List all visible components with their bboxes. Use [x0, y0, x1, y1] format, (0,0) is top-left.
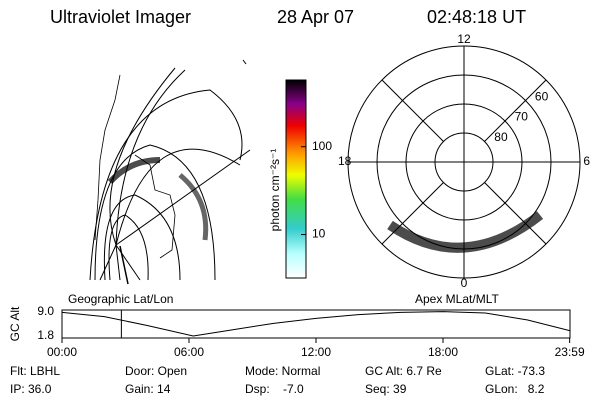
polar-spoke [381, 182, 444, 245]
info-field: Dsp: -7.0 [245, 382, 304, 396]
polar-ring-label: 60 [535, 89, 549, 103]
time: 02:48:18 UT [427, 7, 526, 27]
info-field: IP: 36.0 [10, 382, 52, 396]
polar-hour-label: 0 [461, 276, 468, 290]
polar-spoke [484, 182, 547, 245]
polar-ring-label: 80 [494, 130, 508, 144]
altitude-xtick-label: 18:00 [428, 345, 458, 359]
polar-hour-label: 18 [338, 154, 352, 168]
info-field: Flt: LBHL [10, 364, 60, 378]
map-label: Geographic Lat/Lon [68, 292, 173, 306]
info-field: Mode: Normal [245, 364, 320, 378]
altitude-xtick-label: 06:00 [174, 345, 204, 359]
info-field: Door: Open [125, 364, 187, 378]
altitude-xtick-label: 00:00 [47, 345, 77, 359]
altitude-xtick-label: 12:00 [301, 345, 331, 359]
colorbar-label: photon cm⁻²s⁻¹ [268, 149, 282, 232]
altitude-xtick-label: 23:59 [555, 345, 585, 359]
polar-spoke [484, 79, 547, 142]
altitude-ytick-label: 1.8 [37, 328, 54, 342]
polar-spoke [381, 79, 444, 142]
colorbar-tick-label: 10 [312, 227, 326, 241]
colorbar [285, 79, 307, 279]
colorbar-tick-label: 100 [312, 139, 332, 153]
polar-hour-label: 6 [583, 154, 590, 168]
instrument: Ultraviolet Imager [50, 7, 191, 27]
map-label: Apex MLat/MLT [415, 292, 499, 306]
info-field: GLon: 8.2 [485, 382, 545, 396]
polar-ring-label: 70 [515, 110, 529, 124]
date: 28 Apr 07 [277, 7, 354, 27]
info-field: Gain: 14 [125, 382, 171, 396]
info-field: Seq: 39 [365, 382, 407, 396]
info-field: GC Alt: 6.7 Re [365, 364, 442, 378]
altitude-line [61, 311, 570, 337]
altitude-ytick-label: 9.0 [37, 304, 54, 318]
altitude-ylabel: GC Alt [8, 306, 22, 341]
polar-hour-label: 12 [457, 32, 471, 46]
geo-map [89, 59, 251, 285]
info-field: GLat: -73.3 [485, 364, 545, 378]
